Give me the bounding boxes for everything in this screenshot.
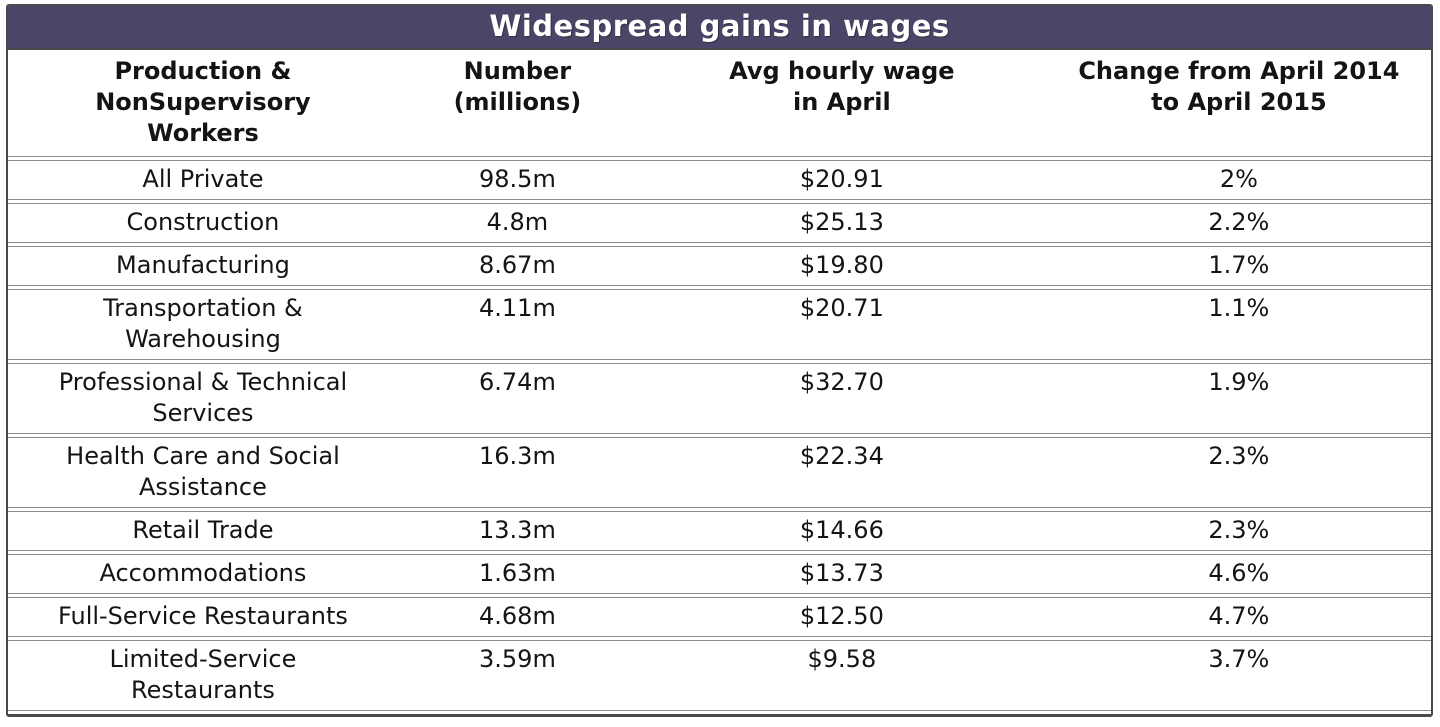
cell-wage: $22.34 bbox=[636, 437, 1047, 508]
cell-number: 6.74m bbox=[397, 363, 637, 434]
wages-table: Production & NonSupervisory Workers Numbe… bbox=[8, 50, 1431, 714]
cell-number: 16.3m bbox=[397, 437, 637, 508]
cell-wage: $19.80 bbox=[636, 246, 1047, 286]
header-row: Production & NonSupervisory Workers Numbe… bbox=[8, 53, 1431, 157]
cell-change: 2.3% bbox=[1046, 437, 1431, 508]
cell-number: 4.68m bbox=[397, 597, 637, 637]
cell-category: Construction bbox=[8, 203, 398, 243]
table-row: Professional & Technical Services 6.74m $3… bbox=[8, 363, 1431, 434]
cell-wage: $9.58 bbox=[636, 640, 1047, 711]
table-row: Full-Service Restaurants 4.68m $12.50 4.7% bbox=[8, 597, 1431, 637]
cell-change: 2.3% bbox=[1046, 511, 1431, 551]
cell-number: 98.5m bbox=[397, 160, 637, 200]
cell-change: 2% bbox=[1046, 160, 1431, 200]
cell-category: Limited-Service Restaurants bbox=[8, 640, 398, 711]
cell-change: 1.1% bbox=[1046, 289, 1431, 360]
cell-number: 4.11m bbox=[397, 289, 637, 360]
cell-category: Full-Service Restaurants bbox=[8, 597, 398, 637]
table-row: Health Care and Social Assistance 16.3m $2… bbox=[8, 437, 1431, 508]
header-cell-change: Change from April 2014 to April 2015 bbox=[1046, 53, 1431, 157]
table-row: Limited-Service Restaurants 3.59m $9.58 3.7… bbox=[8, 640, 1431, 711]
cell-category: Health Care and Social Assistance bbox=[8, 437, 398, 508]
cell-change: 1.7% bbox=[1046, 246, 1431, 286]
cell-wage: $20.91 bbox=[636, 160, 1047, 200]
cell-change: 2.2% bbox=[1046, 203, 1431, 243]
header-cell-number: Number (millions) bbox=[397, 53, 637, 157]
table-body: All Private 98.5m $20.91 2% Construction 4.8m… bbox=[8, 160, 1431, 711]
cell-category: All Private bbox=[8, 160, 398, 200]
cell-wage: $20.71 bbox=[636, 289, 1047, 360]
cell-change: 4.7% bbox=[1046, 597, 1431, 637]
cell-number: 3.59m bbox=[397, 640, 637, 711]
cell-number: 8.67m bbox=[397, 246, 637, 286]
cell-category: Manufacturing bbox=[8, 246, 398, 286]
cell-number: 4.8m bbox=[397, 203, 637, 243]
cell-category: Retail Trade bbox=[8, 511, 398, 551]
header-cell-category: Production & NonSupervisory Workers bbox=[8, 53, 398, 157]
table-row: Accommodations 1.63m $13.73 4.6% bbox=[8, 554, 1431, 594]
table-row: Construction 4.8m $25.13 2.2% bbox=[8, 203, 1431, 243]
cell-number: 1.63m bbox=[397, 554, 637, 594]
cell-wage: $25.13 bbox=[636, 203, 1047, 243]
cell-wage: $13.73 bbox=[636, 554, 1047, 594]
cell-change: 3.7% bbox=[1046, 640, 1431, 711]
cell-number: 13.3m bbox=[397, 511, 637, 551]
table-row: Retail Trade 13.3m $14.66 2.3% bbox=[8, 511, 1431, 551]
cell-category: Professional & Technical Services bbox=[8, 363, 398, 434]
table-row: Transportation & Warehousing 4.11m $20.71 1… bbox=[8, 289, 1431, 360]
cell-wage: $32.70 bbox=[636, 363, 1047, 434]
cell-category: Transportation & Warehousing bbox=[8, 289, 398, 360]
table-row: All Private 98.5m $20.91 2% bbox=[8, 160, 1431, 200]
cell-wage: $14.66 bbox=[636, 511, 1047, 551]
cell-change: 4.6% bbox=[1046, 554, 1431, 594]
wages-table-container: Widespread gains in wages Production & N… bbox=[6, 4, 1433, 717]
table-row: Manufacturing 8.67m $19.80 1.7% bbox=[8, 246, 1431, 286]
cell-category: Accommodations bbox=[8, 554, 398, 594]
header-cell-wage: Avg hourly wage in April bbox=[636, 53, 1047, 157]
cell-wage: $12.50 bbox=[636, 597, 1047, 637]
table-title: Widespread gains in wages bbox=[8, 6, 1431, 50]
cell-change: 1.9% bbox=[1046, 363, 1431, 434]
